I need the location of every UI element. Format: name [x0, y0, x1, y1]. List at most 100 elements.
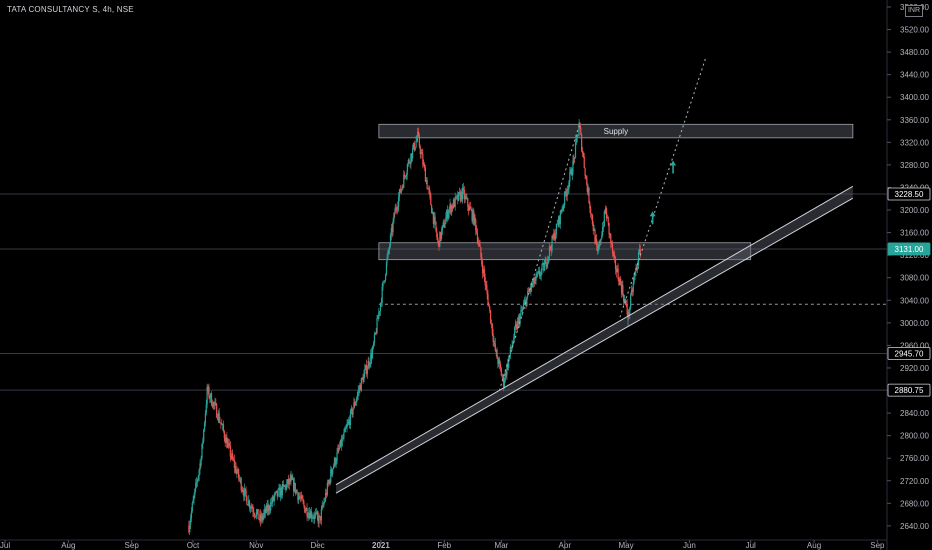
- candle-body: [272, 496, 274, 501]
- candle-body: [504, 372, 506, 382]
- candle-body: [522, 308, 524, 311]
- price-tick-label: 3080.00: [900, 274, 929, 283]
- candle-body: [223, 431, 225, 439]
- candle-body: [305, 507, 307, 511]
- price-tick-label: 3040.00: [900, 296, 929, 305]
- candle-body: [355, 399, 358, 403]
- candle-body: [622, 285, 624, 296]
- candle-body: [218, 412, 220, 422]
- candle-body: [596, 245, 599, 251]
- candle-body: [482, 264, 484, 274]
- candle-body: [551, 235, 553, 251]
- candle-body: [412, 148, 414, 159]
- candle-body: [254, 515, 257, 517]
- candle-body: [492, 333, 494, 342]
- candle-body: [468, 206, 471, 211]
- candle-body: [302, 498, 304, 502]
- candle-body: [516, 320, 519, 330]
- candle-body: [447, 213, 449, 219]
- candle-body: [231, 453, 233, 458]
- candle-body: [559, 210, 561, 224]
- candle-body: [306, 507, 308, 517]
- candle-body: [342, 438, 344, 440]
- candle-body: [616, 268, 618, 272]
- candle-body: [310, 511, 312, 518]
- candle-body: [316, 511, 318, 516]
- candle-body: [495, 349, 497, 351]
- price-tick-label: 3120.00: [900, 251, 929, 260]
- candle-body: [254, 514, 256, 516]
- candle-body: [494, 343, 496, 351]
- candle-body: [309, 512, 311, 519]
- candle-body: [617, 268, 619, 280]
- candle-body: [358, 389, 360, 391]
- candle-body: [293, 482, 296, 492]
- candle-body: [424, 168, 427, 182]
- candle-body: [365, 365, 368, 375]
- candle-body: [288, 478, 290, 485]
- candle-body: [502, 376, 505, 387]
- candle-body: [374, 332, 376, 335]
- candle-body: [574, 157, 576, 159]
- candle-body: [290, 476, 292, 482]
- candle-body: [433, 216, 435, 224]
- candle-body: [270, 502, 272, 511]
- candle-body: [379, 311, 381, 313]
- candle-body: [549, 246, 551, 249]
- candle-body: [463, 189, 465, 200]
- candle-body: [373, 334, 376, 344]
- candle-body: [420, 152, 422, 155]
- candle-body: [240, 478, 242, 491]
- candle-body: [449, 204, 451, 209]
- time-tick-label: Sep: [870, 541, 885, 550]
- candle-body: [520, 310, 522, 316]
- candle-body: [269, 510, 271, 512]
- candle-body: [189, 518, 192, 525]
- candle-body: [423, 164, 426, 169]
- candle-body: [341, 438, 343, 446]
- candle-body: [426, 179, 428, 189]
- candle-body: [232, 459, 235, 461]
- candle-body: [593, 229, 595, 231]
- candle-body: [206, 387, 208, 405]
- candle-body: [251, 506, 253, 509]
- candle-body: [434, 216, 436, 222]
- candle-body: [362, 378, 364, 383]
- up-arrow-head: [649, 211, 656, 217]
- candle-body: [378, 312, 380, 319]
- time-axis[interactable]: Jul Aug Sep Oct Nov Dec 2021 Feb Mar Apr May Jun Jul…: [0, 539, 887, 550]
- trend-channel-fill: [335, 186, 853, 494]
- candle-body: [613, 254, 615, 256]
- candle-body: [466, 198, 468, 200]
- time-tick-label: Sep: [125, 541, 140, 550]
- candle-body: [244, 488, 247, 491]
- candle-body: [404, 176, 407, 177]
- candle-body: [610, 234, 612, 243]
- candle-body: [205, 404, 207, 413]
- price-tick-label: 2800.00: [900, 432, 929, 441]
- candle-body: [398, 189, 401, 197]
- candle-body: [539, 275, 541, 277]
- candle-body: [523, 301, 525, 305]
- trend-channel-upper: [335, 185, 854, 486]
- candle-body: [543, 264, 545, 271]
- candle-body: [214, 402, 216, 405]
- candle-body: [470, 208, 472, 210]
- candle-body: [573, 157, 575, 161]
- candle-body: [572, 160, 574, 174]
- candle-body: [547, 258, 549, 265]
- candle-body: [425, 179, 427, 182]
- candle-body: [602, 226, 604, 236]
- candle-body: [517, 317, 519, 321]
- candle-body: [456, 195, 458, 197]
- candle-body: [340, 439, 342, 446]
- candle-body: [207, 386, 209, 391]
- candle-body: [250, 506, 252, 508]
- candle-body: [343, 432, 345, 439]
- candle-body: [516, 324, 518, 330]
- candle-body: [536, 274, 538, 276]
- candle-body: [290, 475, 292, 477]
- candle-body: [287, 479, 290, 485]
- candle-body: [467, 198, 469, 207]
